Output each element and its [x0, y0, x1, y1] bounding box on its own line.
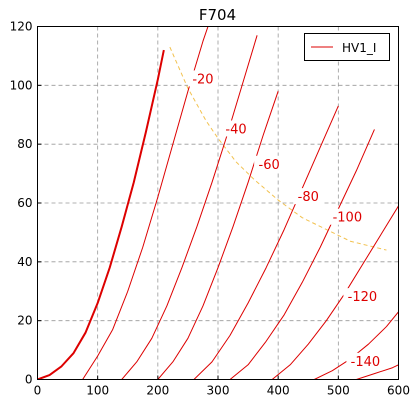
x-tick-label: 200	[146, 384, 169, 398]
y-tick-label: 120	[10, 20, 33, 34]
y-tick-label: 100	[10, 78, 33, 92]
y-tick-label: 0	[25, 373, 33, 387]
annotation-backdrop	[254, 155, 285, 172]
curve-annotation: -120	[348, 290, 378, 305]
series-line	[356, 364, 399, 380]
annotation-backdrop	[293, 188, 324, 205]
annotation-backdrop	[346, 352, 385, 369]
curve-annotation: -100	[333, 211, 363, 226]
series-line	[193, 105, 339, 380]
x-tick-label: 400	[267, 384, 290, 398]
y-tick-label: 80	[17, 137, 32, 151]
legend: HV1_I	[304, 33, 390, 61]
series-line	[157, 91, 279, 380]
annotation-backdrop	[221, 120, 252, 137]
x-tick-label: 300	[207, 384, 230, 398]
annotation-backdrop	[187, 70, 218, 87]
annotation-backdrop	[343, 288, 382, 305]
curve-annotations: -20 -40 -60 -80 -100 -120 -140	[187, 70, 385, 370]
curve-annotation: -140	[351, 355, 381, 370]
chart-title: F704	[199, 6, 236, 24]
axis-ticks: 0 100 200 300 400 500 600 0 20 40 60 80 100 120	[10, 20, 410, 398]
x-tick-label: 100	[86, 384, 109, 398]
series-lines	[37, 26, 399, 380]
series-line	[37, 49, 165, 380]
grid	[37, 26, 399, 380]
y-tick-label: 60	[17, 196, 32, 210]
series-line	[121, 35, 258, 380]
series-line	[314, 311, 399, 380]
x-tick-label: 500	[327, 384, 350, 398]
curve-annotation: -80	[298, 190, 319, 205]
annotation-backdrop	[328, 208, 367, 225]
legend-label: HV1_I	[342, 41, 376, 55]
x-tick-label: 0	[34, 384, 42, 398]
y-tick-label: 40	[17, 255, 32, 269]
y-tick-label: 20	[17, 314, 32, 328]
curve-annotation: -40	[225, 122, 246, 137]
curve-annotation: -20	[192, 72, 213, 87]
series-line	[82, 26, 209, 380]
series-line	[271, 205, 399, 380]
series-line	[229, 129, 375, 380]
curve-annotation: -60	[259, 158, 280, 173]
x-tick-label: 600	[387, 384, 410, 398]
